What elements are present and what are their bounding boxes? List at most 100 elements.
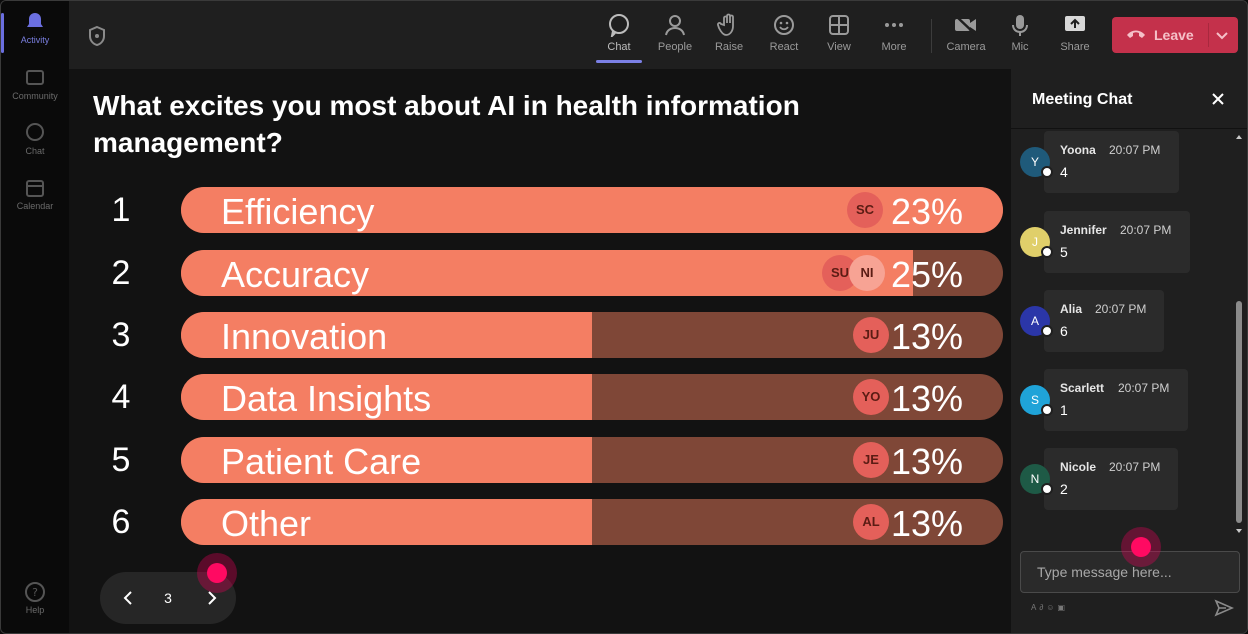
chevron-right-icon[interactable] xyxy=(202,588,222,608)
sender-name: Scarlett xyxy=(1060,381,1105,395)
leave-label: Leave xyxy=(1154,27,1194,43)
attach-icon[interactable]: ∂ xyxy=(1039,603,1047,612)
avatar-initial: S xyxy=(1030,393,1039,407)
message-text: 1 xyxy=(1060,402,1068,418)
toolbar-camera-button[interactable]: Camera xyxy=(938,11,994,61)
avatar-initial: N xyxy=(1030,472,1040,486)
gif-icon[interactable]: ▣ xyxy=(1057,603,1069,612)
chat-message-input[interactable] xyxy=(1020,551,1240,593)
left-rail: Activity Community Chat Calendar ? Help xyxy=(1,1,69,633)
option-bar-fill xyxy=(181,374,592,420)
message-bubble: Alia 20:07 PM 6 xyxy=(1044,290,1164,352)
option-label: Efficiency xyxy=(221,191,375,232)
react-icon xyxy=(774,15,794,35)
rail-item-calendar[interactable]: Calendar xyxy=(1,177,69,211)
help-icon: ? xyxy=(25,582,45,602)
option-rank: 6 xyxy=(111,503,131,541)
avatar: Y xyxy=(1020,147,1053,178)
option-rank: 3 xyxy=(111,316,131,354)
option-bar: Accuracy SU NI 25% xyxy=(181,250,1003,296)
format-icon[interactable]: A xyxy=(1031,603,1040,612)
option-rank: 4 xyxy=(111,378,131,416)
leave-button[interactable]: Leave xyxy=(1112,17,1238,53)
toolbar-divider xyxy=(931,19,932,53)
voter-avatar: AL xyxy=(853,504,889,540)
chat-title: Meeting Chat xyxy=(1032,91,1133,108)
poll-question: What excites you most about AI in health… xyxy=(93,90,800,158)
option-bar-fill xyxy=(181,499,592,545)
toolbar-label: Mic xyxy=(1011,41,1029,53)
avatar: S xyxy=(1020,385,1053,416)
message-time: 20:07 PM xyxy=(1109,143,1161,157)
message-bubble: Scarlett 20:07 PM 1 xyxy=(1044,369,1188,431)
toolbar-mic-button[interactable]: Mic xyxy=(992,11,1048,61)
avatar: J xyxy=(1020,227,1053,258)
sender-name: Alia xyxy=(1060,302,1083,316)
avatar-initial: Y xyxy=(1030,155,1039,169)
option-percent: 13% xyxy=(890,503,963,544)
send-icon[interactable] xyxy=(1214,599,1234,617)
close-icon[interactable] xyxy=(1210,91,1226,107)
toolbar-raise-button[interactable]: Raise xyxy=(701,11,757,61)
option-percent: 13% xyxy=(890,441,963,482)
message-text: 4 xyxy=(1060,164,1068,180)
shield-icon[interactable] xyxy=(87,25,107,47)
message-bubble: Nicole 20:07 PM 2 xyxy=(1044,448,1178,510)
toolbar-more-button[interactable]: More xyxy=(866,11,922,61)
chevron-down-icon[interactable] xyxy=(1214,27,1230,43)
leave-divider xyxy=(1208,23,1209,47)
toolbar-react-button[interactable]: React xyxy=(756,11,812,61)
scroll-up-icon[interactable] xyxy=(1235,133,1243,141)
option-label: Patient Care xyxy=(221,441,422,482)
avatar: A xyxy=(1020,306,1053,337)
rail-item-community[interactable]: Community xyxy=(1,67,69,101)
chat-message: Yoona 20:07 PM 4 Y xyxy=(1020,131,1220,193)
raise-hand-icon xyxy=(717,13,734,36)
avatar-initial: J xyxy=(1032,235,1038,249)
toolbar-label: People xyxy=(657,41,693,53)
scroll-down-icon[interactable] xyxy=(1235,527,1243,535)
message-time: 20:07 PM xyxy=(1109,460,1161,474)
scrollbar-thumb[interactable] xyxy=(1236,301,1242,523)
sender-name: Yoona xyxy=(1060,143,1096,157)
rail-item-chat[interactable]: Chat xyxy=(1,122,69,156)
presence-dot xyxy=(1041,166,1053,178)
chat-scrollbar[interactable] xyxy=(1233,129,1245,543)
option-rank: 1 xyxy=(111,191,131,229)
calendar-icon xyxy=(26,180,44,197)
toolbar-people-button[interactable]: People xyxy=(647,11,703,61)
rail-label: Activity xyxy=(20,35,50,45)
rail-label: Community xyxy=(12,91,58,101)
message-text: 5 xyxy=(1060,244,1068,260)
rail-label: Chat xyxy=(25,146,45,156)
page-number: 3 xyxy=(164,590,172,606)
toolbar-label: View xyxy=(827,41,851,53)
format-tools[interactable]: A∂☺▣ xyxy=(1031,603,1068,612)
toolbar-share-button[interactable]: Share xyxy=(1047,11,1103,61)
rail-item-help[interactable]: ? Help xyxy=(1,581,69,615)
avatar: N xyxy=(1020,464,1053,495)
community-icon xyxy=(26,70,44,85)
poll-option: 3 Innovation JU 13% xyxy=(69,312,1011,360)
option-bar: Efficiency SC 23% xyxy=(181,187,1003,233)
poll-option: 4 Data Insights YO 13% xyxy=(69,374,1011,422)
rail-item-activity[interactable]: Activity xyxy=(1,11,69,53)
sender-name: Nicole xyxy=(1060,460,1097,474)
toolbar-view-button[interactable]: View xyxy=(811,11,867,61)
chat-header: Meeting Chat xyxy=(1011,69,1247,129)
poll-option: 5 Patient Care JE 13% xyxy=(69,437,1011,485)
toolbar-label: More xyxy=(881,41,907,53)
hang-up-icon xyxy=(1127,30,1145,38)
option-label: Innovation xyxy=(221,316,388,357)
touch-indicator xyxy=(197,553,237,593)
chat-message: Jennifer 20:07 PM 5 J xyxy=(1020,211,1220,273)
presence-dot xyxy=(1041,325,1053,337)
sender-name: Jennifer xyxy=(1060,223,1107,237)
toolbar-label: Raise xyxy=(714,41,744,53)
option-bar: Innovation JU 13% xyxy=(181,312,1003,358)
toolbar-label: Chat xyxy=(607,41,631,53)
toolbar-chat-button[interactable]: Chat xyxy=(591,11,647,63)
emoji-icon[interactable]: ☺ xyxy=(1046,603,1058,612)
more-icon xyxy=(885,23,903,27)
chevron-left-icon[interactable] xyxy=(118,588,138,608)
